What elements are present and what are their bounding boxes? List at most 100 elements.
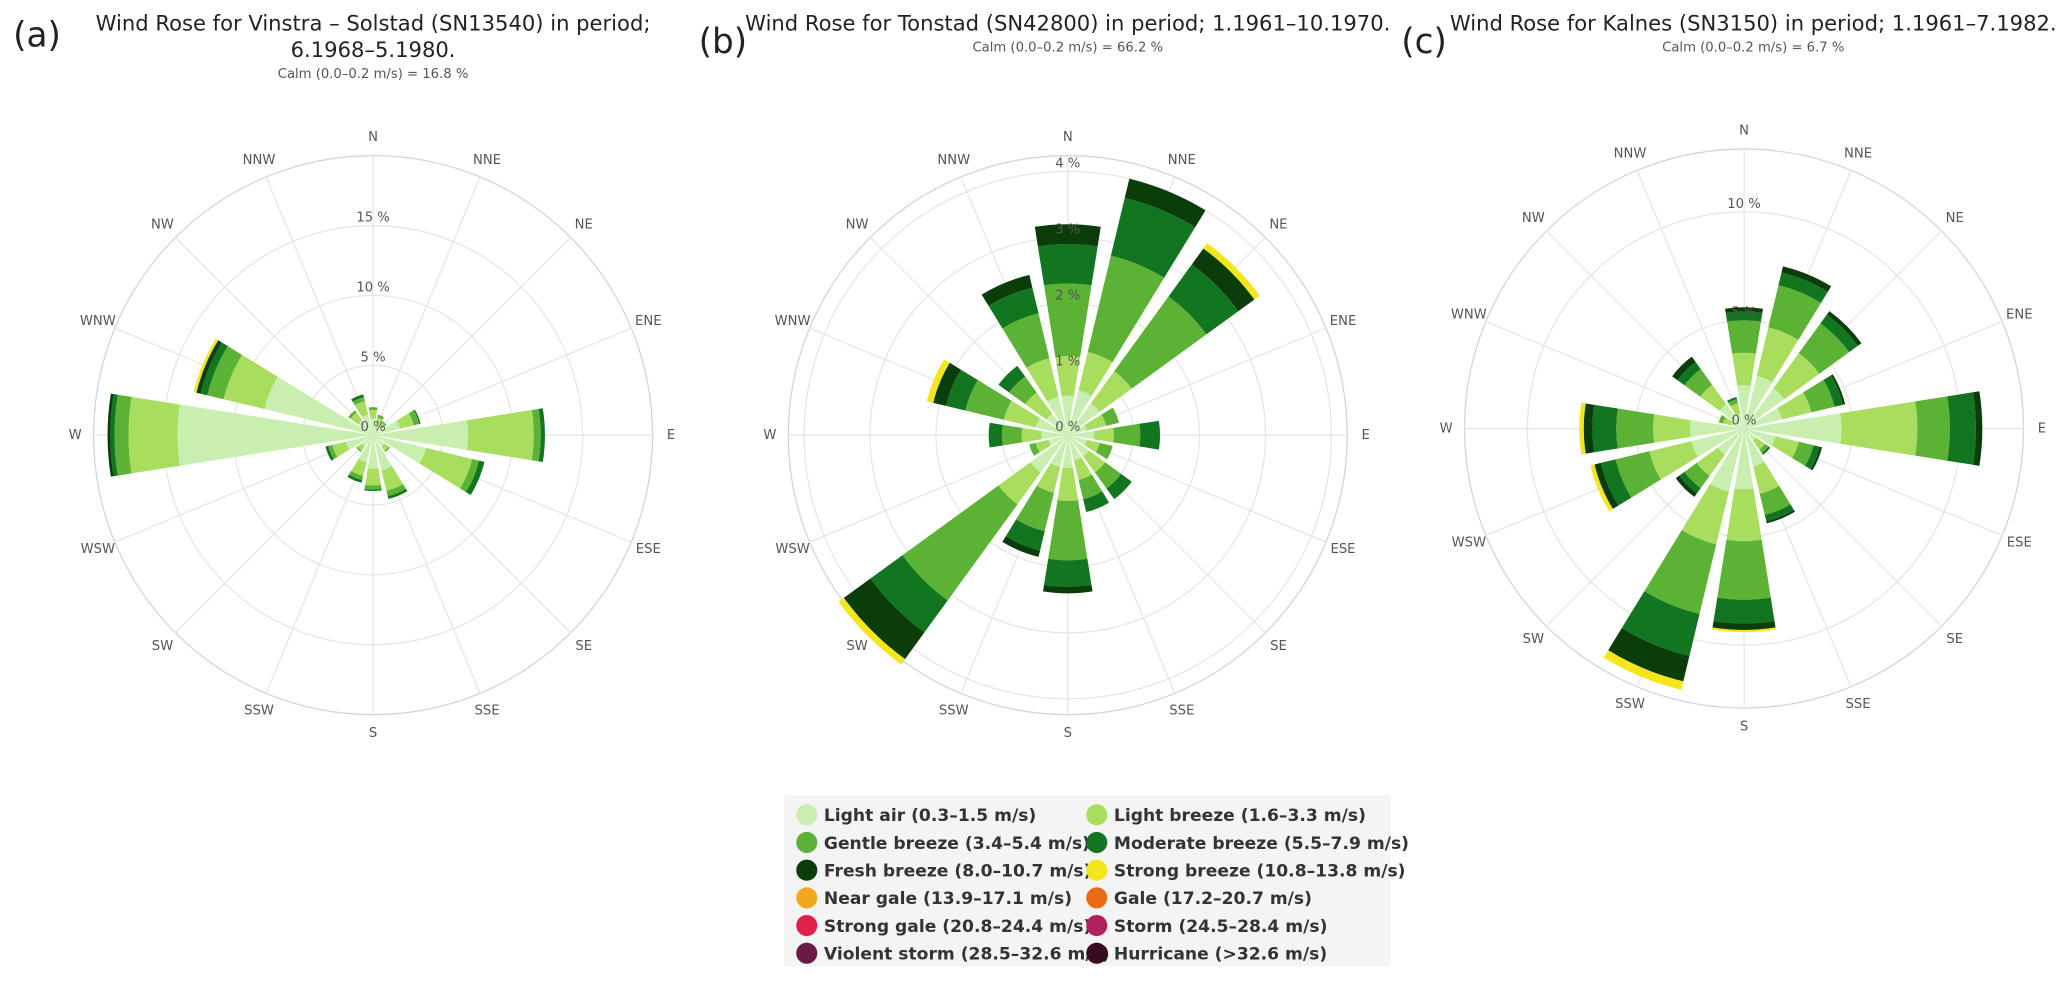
bar-segment <box>1744 375 1773 429</box>
panel-label: (c) <box>1401 22 1447 62</box>
bar-segment <box>207 346 243 400</box>
bar-segment <box>1078 351 1113 396</box>
bar-segment <box>419 447 473 489</box>
bar-segment <box>373 420 401 436</box>
legend-marker <box>1086 887 1108 909</box>
legend-marker <box>796 859 818 881</box>
bar-segment <box>1798 323 1850 374</box>
bar-segment <box>1002 313 1050 368</box>
direction-label: SSW <box>1615 697 1645 712</box>
bar-segment <box>358 420 374 436</box>
direction-label: NW <box>1522 211 1545 226</box>
bar-segment <box>1084 439 1100 453</box>
bar-segment <box>1047 396 1068 436</box>
bar-segment <box>107 393 114 477</box>
bar-segment <box>1675 475 1697 497</box>
bar-segment <box>1731 421 1745 429</box>
legend-label: Light breeze (1.6–3.3 m/s) <box>1114 806 1366 826</box>
direction-label: NNW <box>937 153 970 168</box>
bar-segment <box>1679 471 1701 494</box>
bar-segment <box>1021 427 1042 443</box>
bar-segment <box>1590 464 1613 512</box>
y-tick-label: 2 % <box>1055 288 1080 303</box>
bar-segment <box>838 597 906 665</box>
bar-segment <box>1820 314 1858 353</box>
header: Wind Rose for Vinstra – Solstad (SN13540… <box>96 11 651 82</box>
y-tick-label: 4 % <box>1055 157 1080 172</box>
spoke <box>174 237 374 436</box>
direction-label: WSW <box>1452 536 1486 551</box>
bar-segment <box>362 414 374 436</box>
bar-segment <box>1710 428 1745 492</box>
bar-segment <box>1771 436 1799 458</box>
legend-label: Near gale (13.9–17.1 m/s) <box>824 889 1072 909</box>
bar-segment <box>1727 396 1737 403</box>
bar-segment <box>1684 462 1710 489</box>
bar-segment <box>373 426 383 436</box>
bar-segment <box>1744 428 1757 441</box>
bar-segment <box>1106 473 1132 500</box>
bar-segment <box>1037 243 1098 286</box>
direction-label: NNW <box>1614 146 1647 161</box>
legend-label: Violent storm (28.5–32.6 m/s) <box>824 945 1110 965</box>
bar-segment <box>110 394 118 477</box>
bar-segment <box>382 421 387 427</box>
direction-label: E <box>667 428 675 443</box>
bar-segment <box>1048 500 1088 561</box>
direction-label: SW <box>1523 632 1544 647</box>
direction-label: ESE <box>1331 542 1356 557</box>
bar-segment <box>350 412 363 425</box>
direction-label: E <box>2038 422 2046 437</box>
direction-label: SSW <box>244 703 274 718</box>
bar-segment <box>1777 392 1812 420</box>
bar-segment <box>1696 447 1725 476</box>
bar-segment <box>1766 509 1795 524</box>
bar-segment <box>370 418 376 436</box>
bar-segment <box>375 417 383 425</box>
bar-segment <box>1744 428 1765 467</box>
bar-segment <box>1579 402 1586 455</box>
bar-segment <box>351 394 364 402</box>
legend-marker <box>1086 859 1108 881</box>
bar-segment <box>1091 371 1132 412</box>
bar-segment <box>1594 462 1619 509</box>
bar-segment <box>1603 650 1684 690</box>
direction-label: SW <box>846 639 867 654</box>
bar-segment <box>1016 485 1054 532</box>
direction-label: NNW <box>243 153 276 168</box>
direction-label: N <box>1063 130 1073 145</box>
bar-segment <box>1139 420 1161 450</box>
bar-segment <box>1026 358 1059 402</box>
bar-segment <box>1062 435 1073 469</box>
bar-segment <box>1713 597 1775 624</box>
spoke <box>1743 428 1943 627</box>
bar-segment <box>379 422 386 429</box>
header-block: Wind Rose for Kalnes (SN3150) in period;… <box>1397 11 2067 56</box>
bar-segment <box>1608 628 1690 682</box>
bar-segment <box>384 446 391 453</box>
bar-segment <box>538 408 545 463</box>
direction-label: WNW <box>775 314 811 329</box>
direction-label: W <box>763 428 776 443</box>
bar-segment <box>1124 178 1206 228</box>
bar-segment <box>345 435 374 450</box>
bar-segment <box>325 445 334 461</box>
bar-segment <box>465 460 485 496</box>
bar-segment <box>1823 375 1844 407</box>
legend-box <box>784 795 1391 967</box>
direction-label: NNE <box>473 153 501 168</box>
bar-segment <box>1094 462 1122 489</box>
bar-segment <box>1756 327 1799 383</box>
legend-marker <box>1086 942 1108 964</box>
legend-marker <box>796 914 818 937</box>
bar-segment <box>1168 264 1239 335</box>
header: Wind Rose for Tonstad (SN42800) in perio… <box>745 11 1390 56</box>
bar-segment <box>413 409 421 425</box>
bar-segment <box>1057 467 1079 502</box>
direction-label: NE <box>1269 217 1287 232</box>
bar-segment <box>408 410 420 426</box>
bar-segment <box>1035 417 1068 436</box>
bar-segment <box>1093 427 1114 443</box>
bar-segment <box>460 458 480 493</box>
bar-segment <box>1050 435 1068 468</box>
